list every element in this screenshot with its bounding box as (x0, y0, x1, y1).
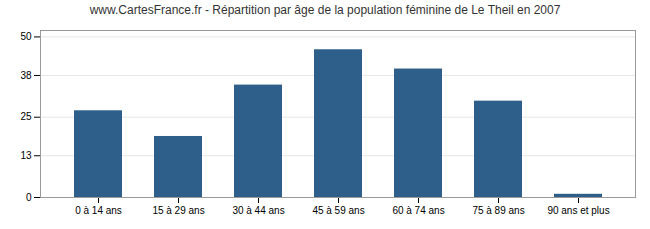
svg-text:50: 50 (20, 31, 32, 42)
svg-text:25: 25 (20, 111, 32, 122)
svg-text:30 à 44 ans: 30 à 44 ans (232, 205, 284, 216)
svg-text:45 à 59 ans: 45 à 59 ans (312, 205, 364, 216)
svg-text:0 à 14 ans: 0 à 14 ans (75, 205, 122, 216)
svg-text:75 à 89 ans: 75 à 89 ans (472, 205, 524, 216)
svg-text:13: 13 (20, 150, 32, 161)
svg-text:0: 0 (26, 192, 32, 203)
html-text:www.CartesFrance.fr - Répartit: www.CartesFrance.fr - Répartition par âg… (89, 3, 561, 17)
svg-text:60 à 74 ans: 60 à 74 ans (392, 205, 444, 216)
svg-text:15 à 29 ans: 15 à 29 ans (152, 205, 204, 216)
svg-text:90 ans et plus: 90 ans et plus (547, 205, 609, 216)
svg-text:38: 38 (20, 70, 32, 81)
